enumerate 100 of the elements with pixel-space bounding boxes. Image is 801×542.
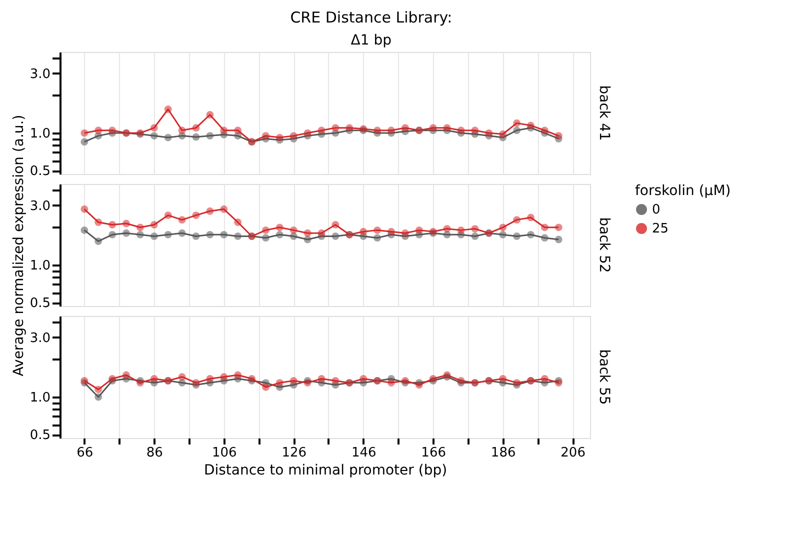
point [540, 224, 548, 232]
x-tick-label: 186 [490, 446, 516, 460]
point [554, 224, 562, 232]
point [401, 124, 409, 132]
point [499, 130, 507, 138]
y-axis-title: Average normalized expression (a.u.) [10, 114, 27, 376]
point [108, 221, 116, 228]
point [318, 126, 326, 134]
point [471, 225, 479, 232]
point [206, 207, 214, 215]
point [513, 119, 520, 127]
y-tick-label: 0.5 [30, 296, 50, 312]
y-tick-label: 3.0 [30, 330, 50, 346]
point [192, 232, 200, 240]
point [178, 216, 186, 224]
point [234, 218, 242, 226]
point [290, 226, 298, 234]
point [276, 230, 284, 238]
point [540, 375, 548, 382]
point [234, 232, 242, 240]
point [304, 236, 312, 244]
point [513, 379, 520, 386]
point [513, 126, 520, 134]
text: Δ1 bp [350, 32, 392, 48]
x-tick-label: 166 [421, 446, 446, 460]
point [374, 126, 382, 134]
y-tick-label: 3.0 [30, 66, 50, 82]
point [485, 129, 493, 137]
point [527, 230, 534, 238]
point [150, 221, 158, 228]
point [388, 228, 395, 236]
point [136, 230, 144, 238]
point [234, 126, 242, 134]
point [276, 134, 284, 142]
point [471, 232, 479, 240]
point [94, 393, 102, 401]
point [262, 383, 270, 391]
point [122, 220, 130, 228]
point [540, 234, 548, 242]
x-tick-label: 66 [76, 446, 94, 460]
point [220, 205, 228, 213]
point [262, 132, 270, 140]
point [540, 126, 548, 134]
point [206, 230, 214, 238]
point [94, 386, 102, 394]
point [374, 234, 382, 242]
point [304, 129, 312, 137]
text: back 41 [596, 85, 612, 141]
legend-label: 25 [652, 222, 669, 236]
point [164, 230, 172, 238]
point [360, 228, 368, 236]
point [220, 230, 228, 238]
point [304, 229, 312, 237]
point [108, 126, 116, 134]
point [527, 122, 534, 130]
point [415, 381, 423, 389]
point [206, 375, 214, 382]
point [206, 111, 214, 118]
point [94, 238, 102, 245]
point [178, 126, 186, 134]
y-tick-label: 3.0 [30, 198, 50, 214]
x-tick-label: 126 [282, 446, 307, 460]
point [443, 124, 451, 132]
y-tick-label: 1.0 [30, 258, 50, 274]
point [108, 230, 116, 238]
point [192, 133, 200, 141]
legend-label: 0 [652, 202, 660, 218]
point [290, 232, 298, 240]
point [136, 224, 144, 232]
x-tick-label: 206 [560, 446, 586, 460]
point [80, 205, 88, 213]
point [318, 375, 326, 382]
text: CRE Distance Library: [290, 8, 452, 26]
point [332, 377, 340, 384]
point [513, 232, 520, 240]
point [499, 375, 507, 382]
point [401, 229, 409, 237]
point [527, 214, 534, 222]
point [234, 371, 242, 379]
point [80, 138, 88, 146]
y-tick-label: 1.0 [30, 126, 50, 142]
point [276, 224, 284, 232]
point [150, 375, 158, 382]
point [499, 230, 507, 238]
point [360, 375, 368, 382]
point [192, 124, 200, 132]
point [471, 126, 479, 134]
point [164, 212, 172, 219]
point [192, 212, 200, 219]
x-axis-title: Distance to minimal promoter (bp) [204, 462, 448, 478]
point [122, 371, 130, 379]
point [150, 232, 158, 240]
point [429, 124, 437, 132]
point [220, 373, 228, 381]
point [262, 226, 270, 234]
point [554, 236, 562, 244]
y-tick-label: 0.5 [30, 164, 50, 180]
text: back 52 [596, 217, 612, 273]
point [513, 216, 520, 224]
legend-title: forskolin (μM) [635, 183, 731, 199]
